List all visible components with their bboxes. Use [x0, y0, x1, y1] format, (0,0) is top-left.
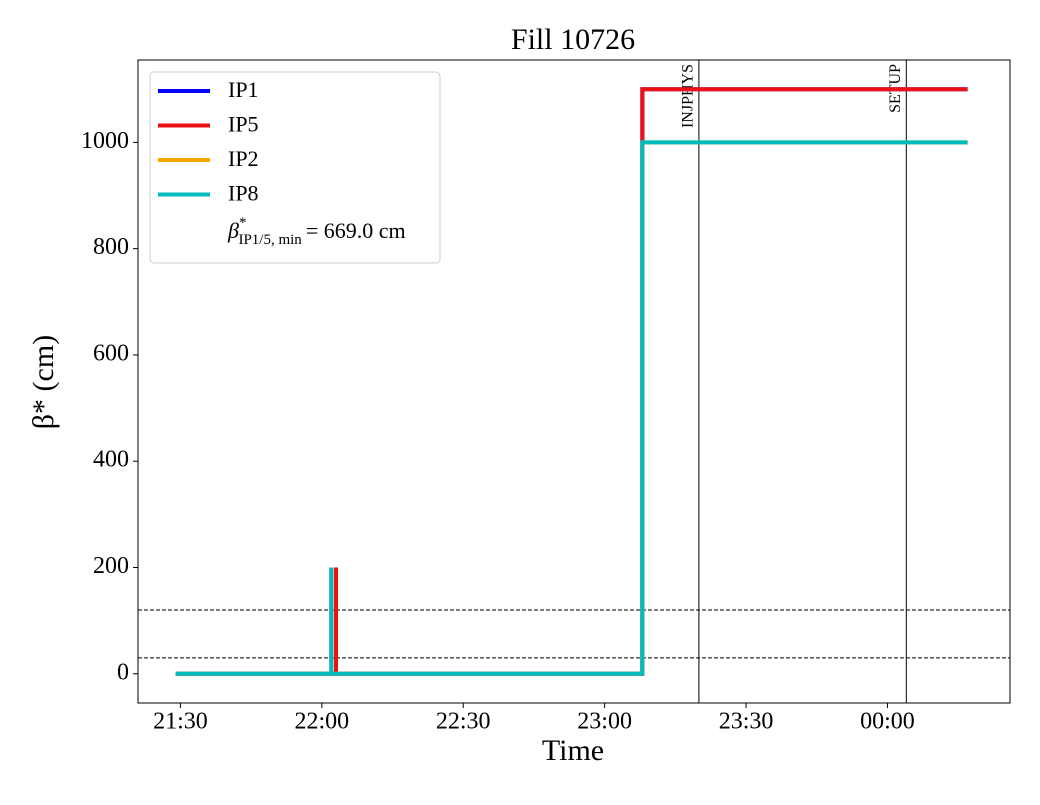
x-tick-label: 21:30 — [153, 709, 208, 735]
legend-label: IP1 — [228, 77, 259, 102]
y-tick-label: 1000 — [81, 128, 129, 154]
event-label: INJPHYS — [680, 64, 697, 128]
x-tick-label: 00:00 — [860, 709, 915, 735]
y-tick-label: 400 — [93, 447, 129, 473]
series-line — [175, 140, 968, 676]
y-tick-label: 0 — [117, 659, 129, 685]
legend-label: IP5 — [228, 112, 259, 137]
note-sup: * — [239, 215, 247, 231]
y-tick-label: 600 — [93, 340, 129, 366]
legend-note: β* IP1/5, min = 669.0 cm — [227, 215, 406, 248]
y-tick-label: 800 — [93, 234, 129, 260]
y-axis-label: β* (cm) — [27, 335, 60, 429]
note-sub: IP1/5, min — [238, 232, 302, 248]
x-tick-label: 23:30 — [719, 709, 774, 735]
chart-title: Fill 10726 — [511, 23, 635, 56]
note-rest: = 669.0 cm — [306, 218, 406, 243]
x-axis-label: Time — [542, 734, 604, 767]
legend: IP1 IP5 IP2 IP8 β* IP1/5, min = 669.0 cm — [149, 71, 441, 264]
y-tick-label: 200 — [93, 553, 129, 579]
legend-label: IP8 — [228, 181, 259, 206]
legend-box — [149, 71, 441, 264]
note-symbol: β — [227, 218, 239, 243]
x-tick-label: 22:00 — [294, 709, 349, 735]
plot-frame — [137, 59, 1011, 704]
legend-label: IP2 — [228, 146, 259, 171]
x-tick-label: 23:00 — [577, 709, 632, 735]
x-tick-label: 22:30 — [436, 709, 491, 735]
